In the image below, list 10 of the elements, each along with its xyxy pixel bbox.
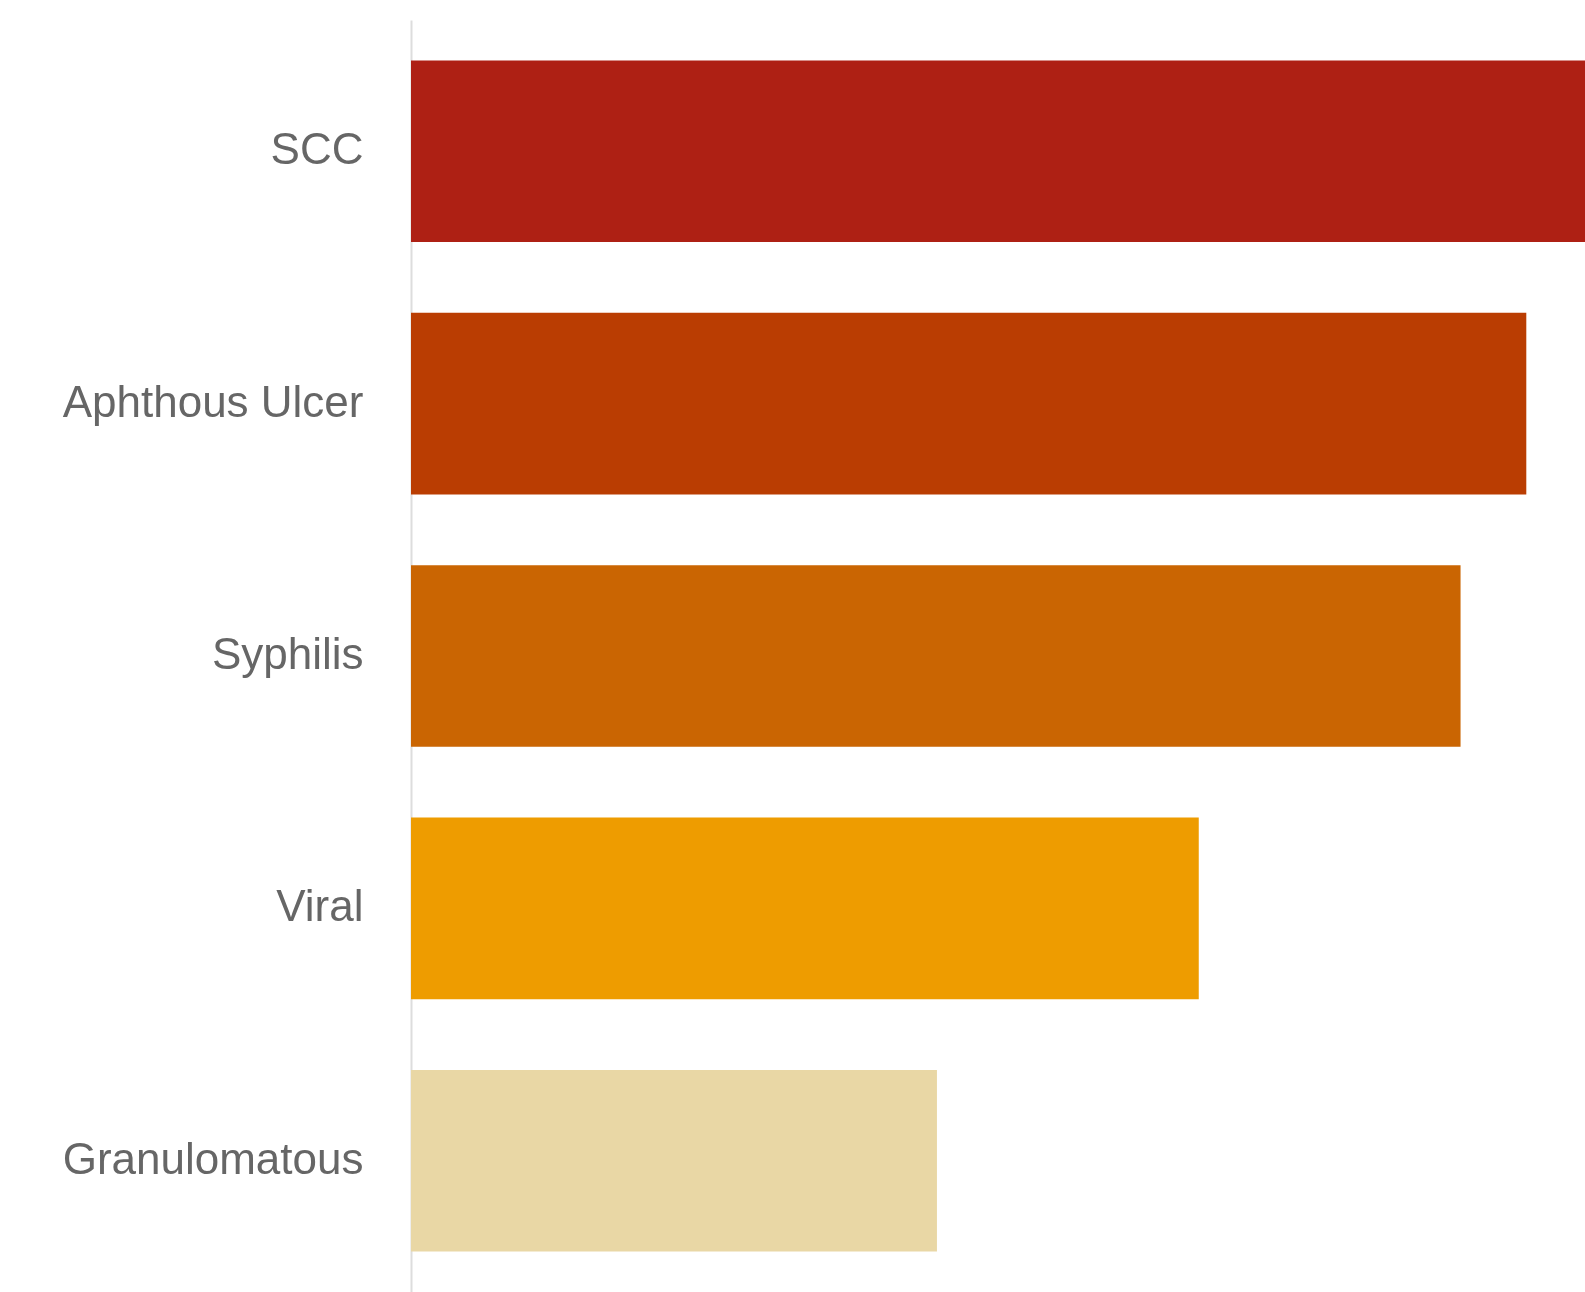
y-tick-label: Viral [276, 881, 364, 931]
y-tick-label: Aphthous Ulcer [62, 376, 364, 426]
y-tick-label: SCC [270, 124, 364, 174]
bar [411, 1069, 937, 1252]
bar [411, 60, 1585, 243]
y-tick-label: Syphilis [211, 629, 364, 678]
y-tick-label: Granulomatous [62, 1133, 364, 1183]
bar [411, 817, 1199, 1000]
bar [411, 565, 1461, 747]
bar [411, 312, 1527, 495]
